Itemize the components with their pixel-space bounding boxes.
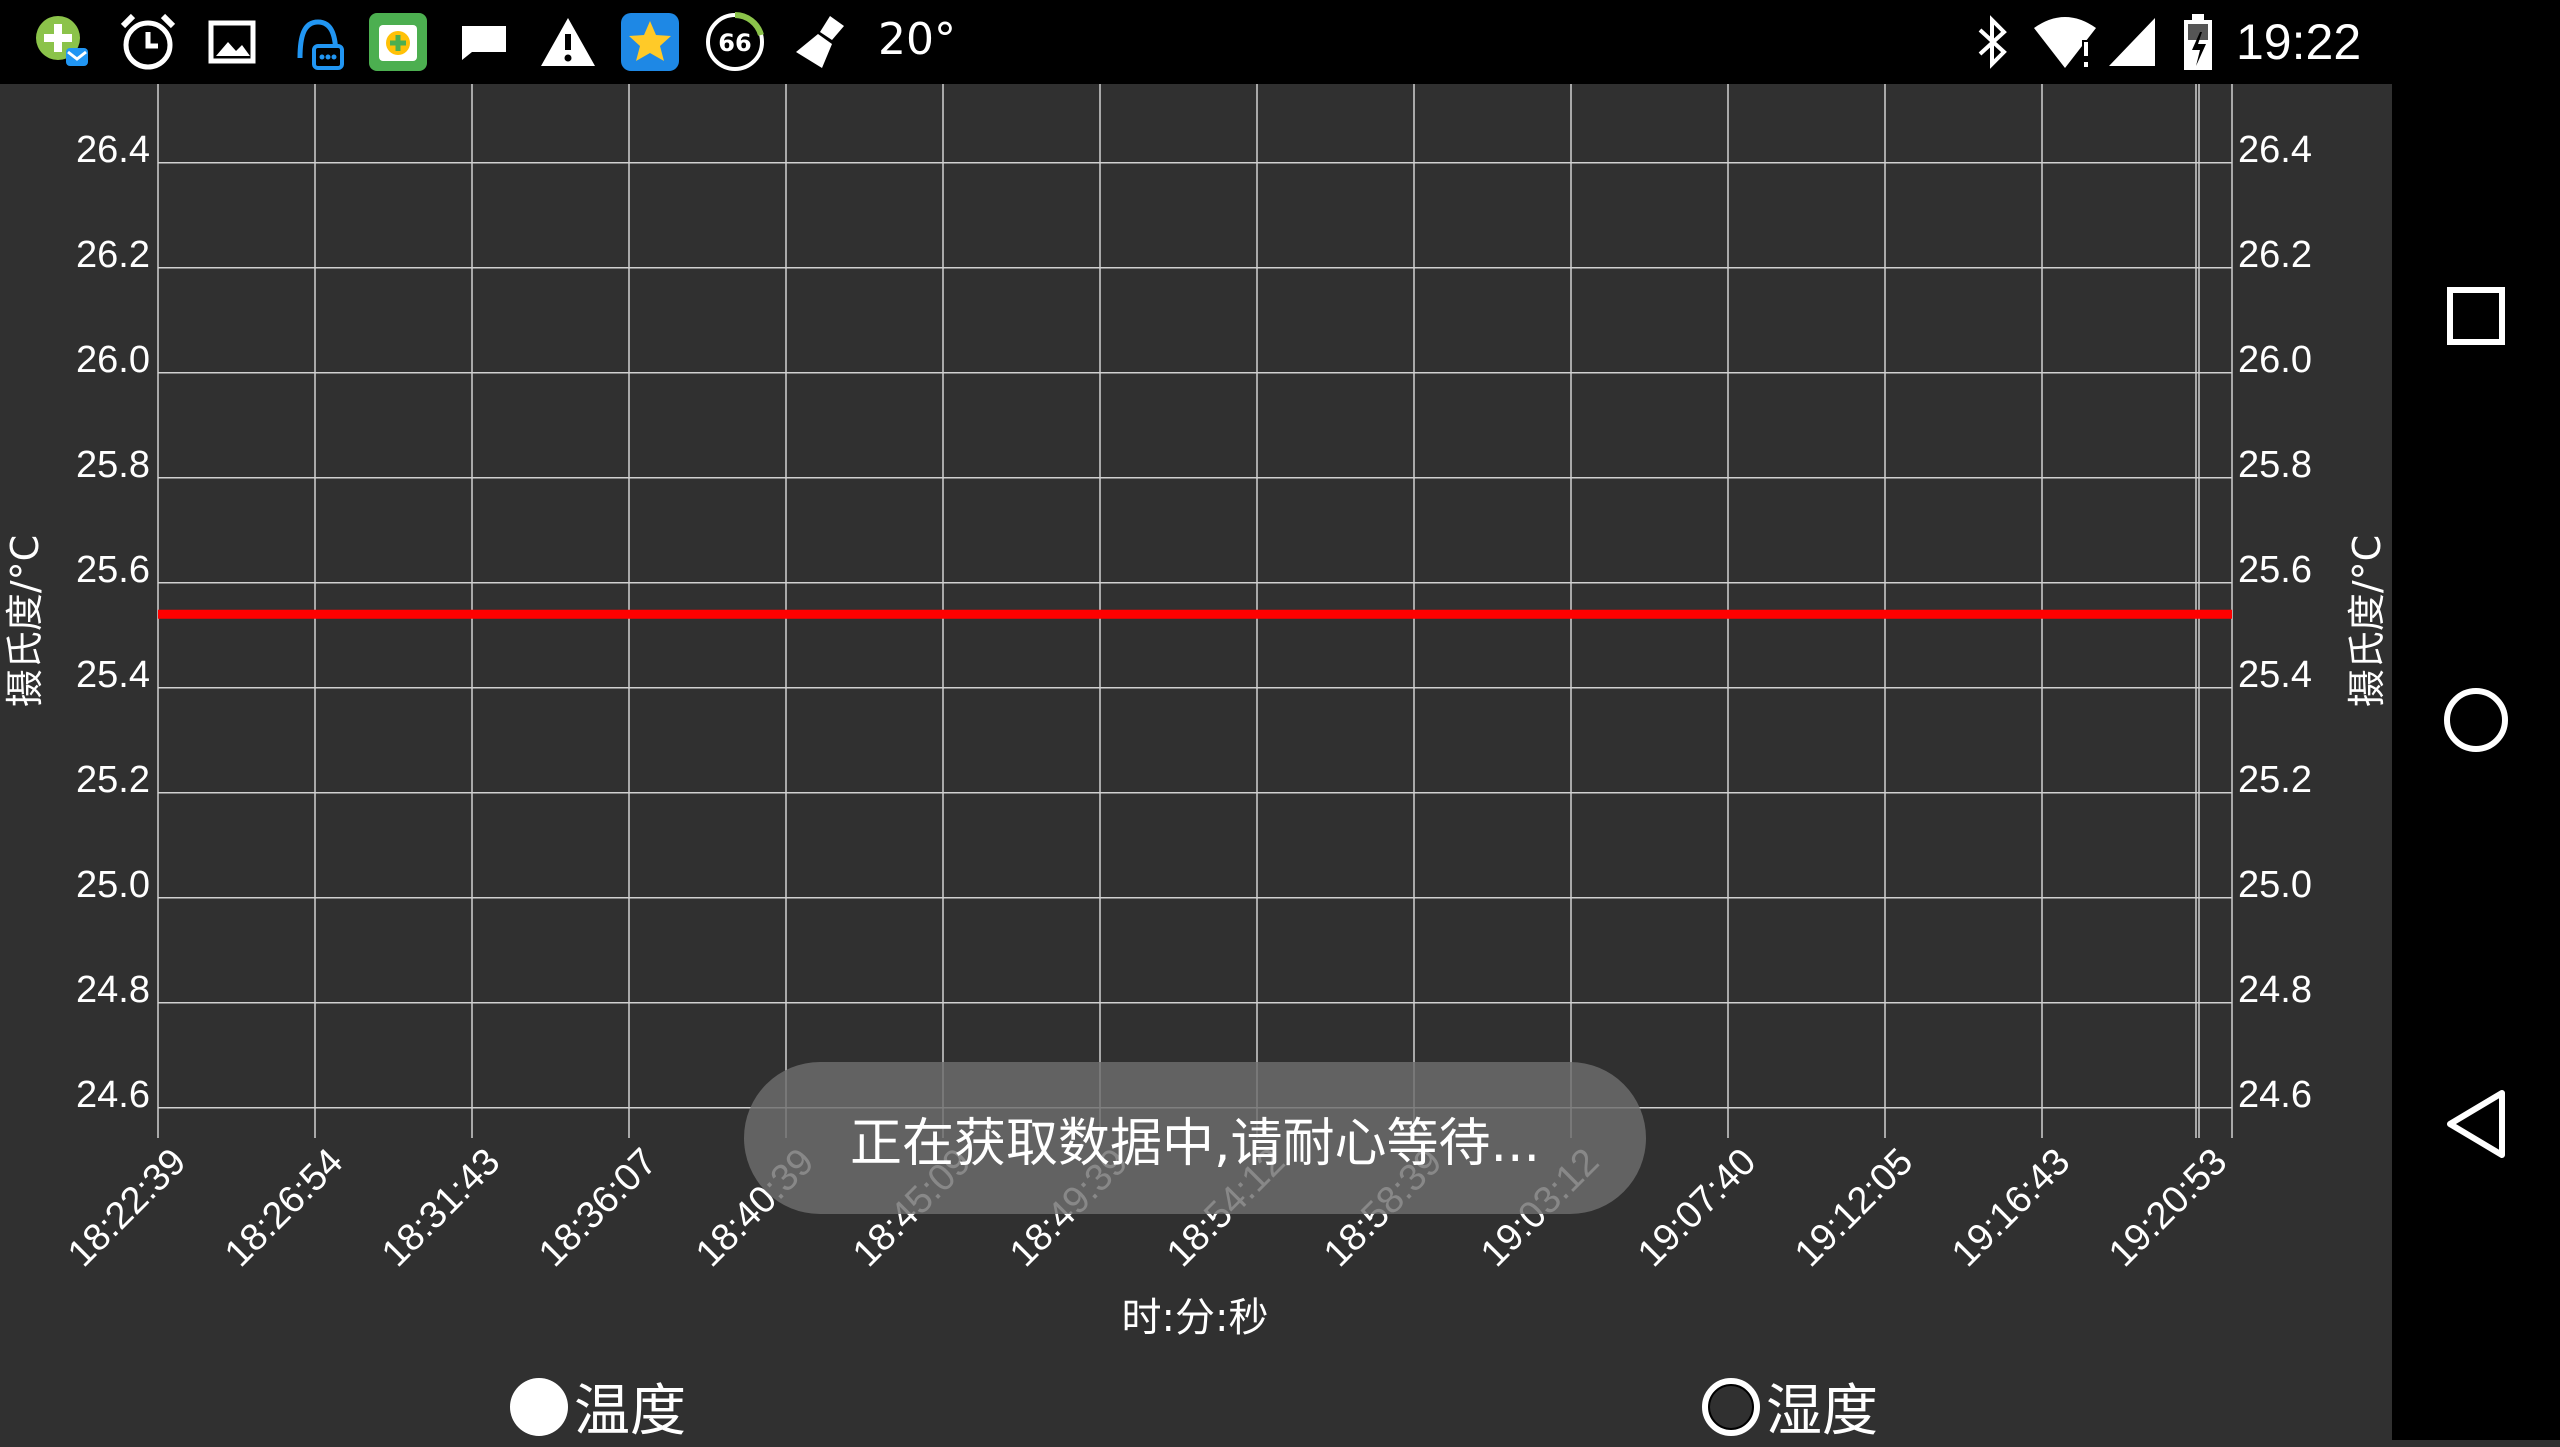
back-button[interactable]: [2392, 1040, 2560, 1208]
recents-button[interactable]: [2392, 232, 2560, 400]
y-tick-label-right: 25.2: [2238, 759, 2312, 801]
triangle-back-icon: [2447, 1090, 2505, 1158]
y-tick-label-left: 25.0: [76, 864, 150, 906]
loading-toast: 正在获取数据中,请耐心等待...: [744, 1062, 1646, 1214]
y-axis-label-left: 摄氏度/°C: [3, 535, 47, 707]
y-tick-label-left: 25.2: [76, 759, 150, 801]
warning-icon: [538, 10, 598, 74]
alarm-clock-icon: [116, 10, 180, 74]
x-tick-label: 19:07:40: [1630, 1141, 1764, 1275]
humidity-radio[interactable]: 湿度: [1702, 1366, 1878, 1447]
temperature-radio-indicator[interactable]: [510, 1377, 568, 1436]
bluetooth-icon: [1970, 10, 2014, 74]
y-tick-label-left: 25.6: [76, 549, 150, 591]
temperature-radio-label: 温度: [574, 1379, 686, 1444]
circle-home-icon: [2444, 688, 2508, 752]
x-tick-label: 18:36:07: [531, 1141, 665, 1275]
app-store-icon: [366, 10, 430, 74]
y-tick-label-right: 25.6: [2238, 549, 2312, 591]
y-tick-label-right: 25.8: [2238, 444, 2312, 486]
broom-cleaner-icon: [790, 10, 850, 74]
y-tick-label-left: 24.6: [76, 1074, 150, 1116]
speed-66-icon: 66: [702, 10, 768, 74]
y-tick-label-left: 24.8: [76, 969, 150, 1011]
y-tick-label-left: 26.0: [76, 339, 150, 381]
y-tick-label-right: 24.8: [2238, 969, 2312, 1011]
x-tick-label: 18:22:39: [60, 1141, 194, 1275]
x-tick-label: 19:12:05: [1787, 1141, 1921, 1275]
x-tick-label: 18:26:54: [217, 1141, 351, 1275]
y-axis-label-right: 摄氏度/°C: [2345, 535, 2389, 707]
y-tick-label-right: 24.6: [2238, 1074, 2312, 1116]
horizontal-gridlines: [158, 162, 2232, 1109]
y-tick-label-left: 26.4: [76, 129, 150, 171]
temperature-radio[interactable]: 温度: [510, 1366, 686, 1447]
square-recents-icon: [2447, 287, 2505, 345]
qq-chat-icon: [284, 10, 348, 74]
x-tick-label: 19:20:53: [2101, 1141, 2235, 1275]
humidity-radio-indicator[interactable]: [1702, 1377, 1760, 1436]
navigation-bar: [2392, 0, 2560, 1440]
x-tick-label: 19:16:43: [1944, 1141, 2078, 1275]
chat-bubble-icon: [456, 10, 512, 74]
x-axis-label: 时:分:秒: [1122, 1295, 1269, 1341]
speed-badge-text: 66: [718, 29, 751, 57]
humidity-radio-label: 湿度: [1766, 1379, 1878, 1444]
y-tick-label-left: 26.2: [76, 234, 150, 276]
left-y-axis: 26.4 26.2 26.0 25.8 25.6 25.4 25.2 25.0 24.8 24.6: [76, 129, 150, 1116]
y-tick-label-right: 26.0: [2238, 339, 2312, 381]
y-tick-label-right: 26.2: [2238, 234, 2312, 276]
app-plus-mail-icon: [30, 10, 94, 74]
status-temperature: 20°: [878, 14, 956, 65]
x-tick-label: 18:31:43: [374, 1141, 508, 1275]
y-tick-label-left: 25.4: [76, 654, 150, 696]
status-clock: 19:22: [2236, 14, 2362, 70]
gallery-icon: [204, 10, 260, 74]
y-tick-label-right: 25.4: [2238, 654, 2312, 696]
y-tick-label-right: 25.0: [2238, 864, 2312, 906]
star-app-icon: [618, 10, 682, 74]
status-bar: 66 20° 19:22: [0, 0, 2392, 84]
cell-signal-icon: [2104, 10, 2160, 74]
home-button[interactable]: [2392, 636, 2560, 804]
y-tick-label-left: 25.8: [76, 444, 150, 486]
wifi-icon: [2030, 10, 2100, 74]
battery-charging-icon: [2178, 10, 2218, 74]
y-tick-label-right: 26.4: [2238, 129, 2312, 171]
right-y-axis: 26.4 26.2 26.0 25.8 25.6 25.4 25.2 25.0 24.8 24.6: [2238, 129, 2312, 1116]
